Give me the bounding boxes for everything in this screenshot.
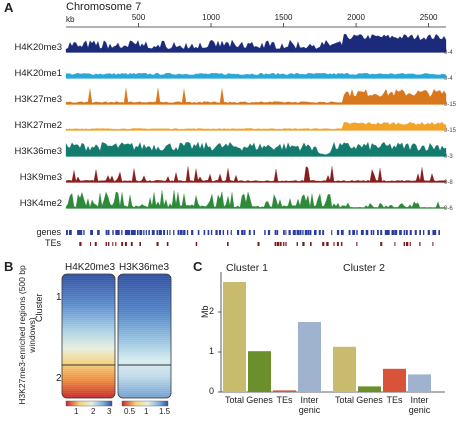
bar-y-tick-label: 0 <box>209 386 215 396</box>
bar-category-label: Inter genic <box>408 395 431 415</box>
scale-tick-3a: 3 <box>107 407 112 416</box>
axis-tick-label: 2000 <box>347 13 365 22</box>
cluster-1-number: 1 <box>56 292 62 303</box>
track-range-h3k27me2: 0-15 <box>444 128 457 134</box>
cluster-1-title: Cluster 1 <box>226 262 269 274</box>
axis-unit: kb <box>66 15 75 24</box>
bar-0-1 <box>248 351 271 392</box>
scale-tick-2b: 1 <box>144 407 149 416</box>
genome-axis <box>66 23 446 28</box>
tes-label: TEs <box>44 238 61 248</box>
bar-category-label: TEs <box>386 395 403 405</box>
scale-tick-3b: 1.5 <box>159 407 171 416</box>
track-label-h4k20me1: H4K20me1 <box>14 68 62 79</box>
genes-label: genes <box>36 227 61 237</box>
axis-tick-label: 1500 <box>274 13 293 22</box>
bar-1-1 <box>358 386 381 392</box>
scale-tick-2a: 2 <box>91 407 96 416</box>
panel-c-letter: C <box>193 259 203 274</box>
bar-category-label: Genes <box>356 395 383 405</box>
panel-b-letter: B <box>4 259 14 274</box>
cluster-2-number: 2 <box>56 373 62 384</box>
bar-y-tick-label: 1 <box>209 346 215 356</box>
bar-y-tick-label: 2 <box>209 306 215 316</box>
signal-track-h3k36me3 <box>65 141 447 157</box>
track-range-h3k4me2: 0-6 <box>444 206 453 212</box>
panel-a-letter: A <box>4 0 14 15</box>
genes-track <box>66 230 440 235</box>
bar-0-0 <box>223 282 246 392</box>
scale-bar-h3k36me3 <box>121 400 169 407</box>
cluster-2-title: Cluster 2 <box>343 262 386 274</box>
track-range-h4k20me3: 0-4 <box>444 50 453 56</box>
chromosome-title: Chromosome 7 <box>66 1 142 13</box>
track-label-h3k27me2: H3K27me2 <box>14 120 62 131</box>
signal-tracks <box>65 33 447 246</box>
signal-track-h4k20me1 <box>65 72 447 79</box>
track-range-h4k20me1: 0-4 <box>444 76 453 82</box>
bar-category-label: Genes <box>246 395 273 405</box>
track-label-h3k27me3: H3K27me3 <box>14 94 62 105</box>
signal-track-h3k9me3 <box>65 166 447 183</box>
bar-1-2 <box>383 368 406 392</box>
heatmap-title-h4k20me3: H4K20me3 <box>64 262 116 273</box>
track-label-h3k4me2: H3K4me2 <box>19 198 62 209</box>
track-range-h3k9me3: 0-8 <box>444 180 453 186</box>
signal-track-h3k4me2 <box>65 190 447 209</box>
heatmap-title-h3k36me3: H3K36me3 <box>118 262 170 273</box>
bar-category-label: Inter genic <box>298 395 321 415</box>
track-label-h3k36me3: H3K36me3 <box>14 146 62 157</box>
bar-category-label: Total <box>224 395 244 405</box>
bar-category-label: Total <box>334 395 354 405</box>
signal-track-h4k20me3 <box>65 33 447 53</box>
bar-1-0 <box>333 346 356 392</box>
bar-category-label: TEs <box>276 395 293 405</box>
signal-track-h3k27me3 <box>65 87 447 105</box>
heatmap-h4k20me3-texture <box>62 274 115 398</box>
bar-1-3 <box>408 374 431 392</box>
axis-tick-label: 500 <box>131 13 146 22</box>
axis-tick-label: 2500 <box>419 13 438 22</box>
scale-bar-h4k20me3 <box>65 400 113 407</box>
track-label-h3k9me3: H3K9me3 <box>19 172 62 183</box>
tes-track <box>79 242 434 246</box>
heatmap-h3k36me3-texture <box>118 274 171 398</box>
bar-0-2 <box>273 390 296 392</box>
axis-tick-label: 1000 <box>202 13 220 22</box>
scale-tick-1a: 1 <box>74 407 79 416</box>
track-range-h3k27me3: 0-15 <box>444 102 457 108</box>
track-label-h4k20me3: H4K20me3 <box>14 42 62 53</box>
bar-0-3 <box>298 322 321 392</box>
scale-tick-1b: 0.5 <box>124 407 136 416</box>
track-range-h3k36me3: 0-3 <box>444 154 453 160</box>
signal-track-h3k27me2 <box>65 121 447 131</box>
